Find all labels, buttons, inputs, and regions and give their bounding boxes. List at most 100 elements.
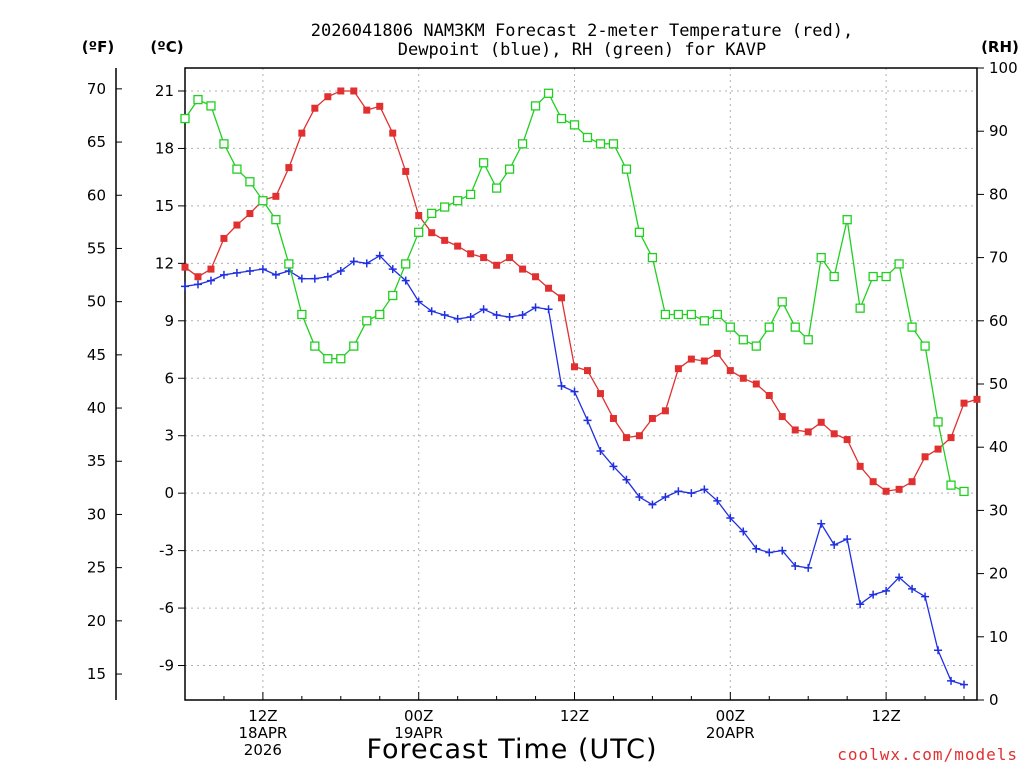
rh-tick-label: 100 [989,59,1018,77]
rh-point [258,196,268,206]
rh-point [517,139,528,149]
temperature-point [726,367,734,375]
temperature-point [830,430,838,438]
rh-point [712,309,722,320]
fahrenheit-tick-label: 35 [87,452,106,470]
credit-text: coolwx.com/models [837,745,1018,764]
rh-unit-label: (RH) [981,38,1019,56]
rh-point [388,290,398,301]
temperature-point [480,254,488,262]
temperature-point [350,87,358,95]
dewpoint-point [206,276,215,285]
dewpoint-point [245,267,254,276]
rh-point [180,113,190,124]
temperature-point [233,221,241,229]
rh-tick-label: 50 [989,375,1008,393]
dewpoint-point [674,487,683,496]
fahrenheit-tick-label: 45 [87,346,106,364]
x-tick-label: 00Z [404,707,433,725]
celsius-tick-label: -9 [159,657,174,675]
celsius-tick-label: 6 [164,369,174,387]
chart-title-line2: Dewpoint (blue), RH (green) for KAVP [398,40,766,60]
rh-point [686,309,697,320]
x-axis-label: Forecast Time (UTC) [366,734,657,765]
temperature-point [934,445,942,453]
temperature-point [973,395,981,403]
rh-point [842,215,852,225]
dewpoint-point [947,676,956,685]
dewpoint-point [414,297,423,306]
x-tick-label: 12Z [560,707,589,725]
dewpoint-point [778,546,787,555]
temperature-point [648,414,656,422]
dewpoint-point [440,311,449,320]
temperature-point [246,210,254,218]
dewpoint-point [271,270,280,279]
rh-point [504,164,515,174]
rh-point [582,132,593,143]
rh-point [427,208,437,219]
temperature-point [791,426,799,434]
dewpoint-point [596,447,605,456]
x-tick-label: 18APR [238,724,287,742]
temperature-point [272,192,280,200]
temperature-point [596,390,604,398]
rh-point [362,316,372,326]
temperature-point [532,273,540,281]
dewpoint-point [726,514,735,523]
dewpoint-point [336,267,345,276]
celsius-tick-label: 15 [155,197,174,215]
rh-point [336,354,346,364]
temperature-point [921,453,929,461]
series-temperature [181,87,981,495]
fahrenheit-tick-label: 70 [87,80,106,98]
temperature-point [869,478,877,486]
dewpoint-point [570,387,579,396]
x-tick-label: 12Z [248,707,277,725]
rh-point [569,120,580,130]
dewpoint-point [817,519,826,528]
temperature-point [843,436,851,444]
temperature-point [311,104,319,112]
temperature-point [220,234,228,242]
celsius-tick-label: 21 [155,82,174,100]
rh-point [414,227,424,237]
rh-point [440,202,450,212]
celsius-tick-label: 18 [155,139,174,157]
dewpoint-point [648,500,657,509]
temperature-point [622,434,630,442]
temperature-point [817,418,825,426]
dewpoint-point [193,280,202,289]
rh-point [907,322,917,332]
rh-point [790,322,800,332]
fahrenheit-unit-label: (ºF) [82,38,114,56]
temperature-point [882,487,890,495]
temperature-point [856,462,864,470]
rh-point [946,480,956,490]
rh-point [206,101,216,111]
dewpoint-point [908,584,917,593]
temperature-point [635,432,643,440]
rh-point [349,341,359,351]
dewpoint-point [401,276,410,285]
rh-point [829,271,839,282]
temperature-point [545,284,553,292]
rh-point [777,297,787,307]
dewpoint-point [791,561,800,570]
dewpoint-point [869,590,878,599]
dewpoint-point [427,307,436,316]
temperature-point [739,374,747,382]
x-tick-label: 00Z [716,707,745,725]
dewpoint-point [479,305,488,314]
temperature-point [298,129,306,137]
fahrenheit-tick-label: 25 [87,559,106,577]
temperature-point [752,380,760,388]
dewpoint-point [804,563,813,572]
temperature-point [207,265,215,273]
dewpoint-point [518,311,527,320]
temperature-point [571,363,579,371]
rh-point [738,335,748,345]
x-tick-label: 20APR [706,724,755,742]
